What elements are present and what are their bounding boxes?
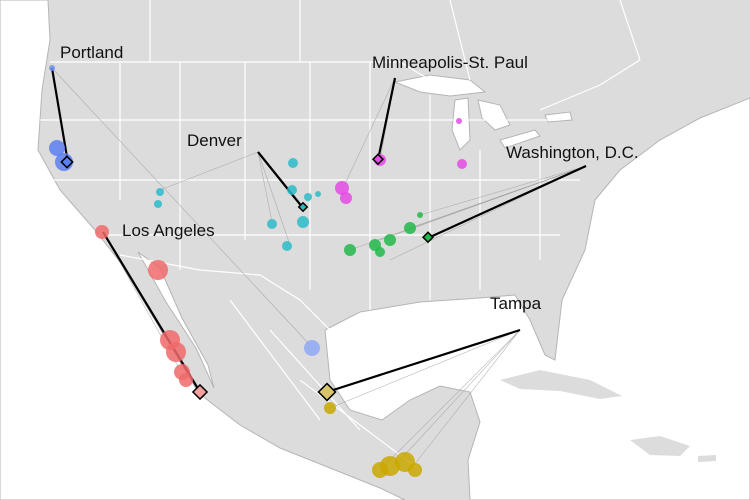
puerto-rico <box>698 455 716 462</box>
city-label: Portland <box>60 43 123 62</box>
city-label: Denver <box>187 131 242 150</box>
gulf-atlantic <box>324 97 750 500</box>
pacific-ocean <box>0 0 406 500</box>
city-label: Los Angeles <box>122 221 215 240</box>
city-label: Washington, D.C. <box>506 143 639 162</box>
lake-huron <box>477 99 511 131</box>
lake-superior <box>393 74 487 97</box>
hub-markers <box>60 153 435 402</box>
borders <box>40 0 641 471</box>
city-label: Minneapolis-St. Paul <box>372 53 528 72</box>
cuba <box>500 370 622 399</box>
hispaniola <box>630 436 690 456</box>
lake-erie <box>499 129 541 149</box>
lake-michigan <box>451 97 471 151</box>
city-label: Tampa <box>490 294 542 313</box>
